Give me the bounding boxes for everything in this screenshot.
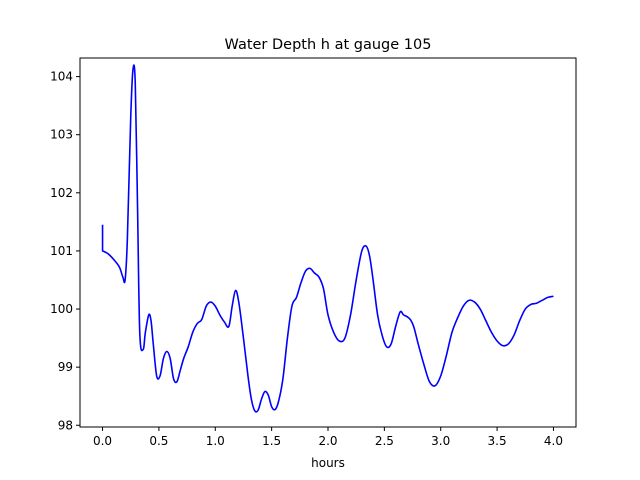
x-axis-ticks: 0.0 0.5 1.0 1.5 2.0 2.5 3.0 3.5 4.0 bbox=[93, 427, 563, 448]
x-tick-label: 0.0 bbox=[93, 434, 112, 448]
x-tick-label: 3.0 bbox=[431, 434, 450, 448]
y-tick-label: 104 bbox=[50, 70, 73, 84]
series-layer bbox=[101, 64, 554, 413]
x-tick-label: 2.5 bbox=[375, 434, 394, 448]
x-axis-label: hours bbox=[311, 456, 345, 470]
x-tick-label: 1.5 bbox=[262, 434, 281, 448]
y-tick-label: 102 bbox=[50, 186, 73, 200]
x-tick-label: 4.0 bbox=[544, 434, 563, 448]
y-tick-label: 99 bbox=[58, 360, 73, 374]
y-axis-ticks: 98 99 100 101 102 103 104 bbox=[50, 70, 80, 432]
y-tick-label: 101 bbox=[50, 244, 73, 258]
series-line-1 bbox=[101, 64, 554, 413]
x-tick-label: 1.0 bbox=[206, 434, 225, 448]
y-tick-label: 98 bbox=[58, 418, 73, 432]
x-tick-label: 0.5 bbox=[149, 434, 168, 448]
y-tick-label: 100 bbox=[50, 302, 73, 316]
x-tick-label: 3.5 bbox=[488, 434, 507, 448]
chart-title: Water Depth h at gauge 105 bbox=[225, 37, 432, 53]
y-tick-label: 103 bbox=[50, 128, 73, 142]
x-tick-label: 2.0 bbox=[318, 434, 337, 448]
